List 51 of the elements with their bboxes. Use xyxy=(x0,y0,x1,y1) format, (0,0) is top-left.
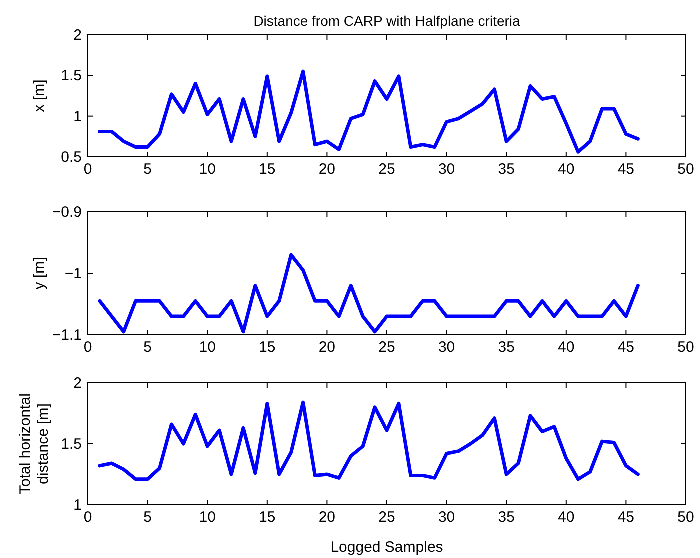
x-tick-label: 15 xyxy=(259,339,276,356)
x-tick-label: 25 xyxy=(378,161,396,178)
x-tick-label: 35 xyxy=(498,161,515,178)
x-axis-title: Logged Samples xyxy=(330,539,444,556)
y-tick-label: −1 xyxy=(64,266,82,282)
y-tick-label: 2 xyxy=(74,27,82,44)
x-tick-label: 20 xyxy=(318,161,336,178)
x-tick-label: 40 xyxy=(558,509,575,526)
x-tick-label: 40 xyxy=(558,339,575,356)
y-tick-label: 1 xyxy=(74,497,82,514)
x-tick-label: 45 xyxy=(618,161,635,178)
x-tick-label: 35 xyxy=(498,509,515,526)
x-tick-label: 50 xyxy=(678,509,694,526)
line-series xyxy=(98,400,640,482)
x-tick-label: 10 xyxy=(199,509,216,526)
y-tick-label: −0.9 xyxy=(52,204,82,221)
x-tick-label: 0 xyxy=(84,509,92,526)
x-tick-label: 30 xyxy=(438,509,456,526)
x-tick-label: 20 xyxy=(318,509,336,526)
x-tick-label: 10 xyxy=(199,161,216,178)
x-tick-label: 50 xyxy=(678,161,694,178)
x-tick-label: 35 xyxy=(498,339,515,356)
x-tick-label: 0 xyxy=(84,161,92,178)
y-axis-title: x [m] xyxy=(31,80,48,112)
x-tick-label: 0 xyxy=(84,339,92,356)
x-tick-label: 15 xyxy=(259,161,276,178)
x-tick-label: 45 xyxy=(618,339,635,356)
x-tick-label: 25 xyxy=(378,509,396,526)
line-series xyxy=(98,70,640,154)
x-tick-label: 25 xyxy=(378,339,396,356)
x-tick-label: 50 xyxy=(678,339,694,356)
x-tick-label: 40 xyxy=(558,161,575,178)
x-tick-label: 45 xyxy=(618,509,635,526)
x-tick-label: 5 xyxy=(144,161,152,178)
y-tick-label: 1 xyxy=(74,108,82,126)
y-tick-label: 1.5 xyxy=(61,436,82,453)
y-tick-label: 1.5 xyxy=(61,68,82,85)
x-tick-label: 5 xyxy=(144,509,152,526)
x-tick-label: 30 xyxy=(438,161,456,178)
x-tick-label: 5 xyxy=(144,339,152,356)
x-tick-label: 10 xyxy=(199,339,216,356)
y-axis-title: Total horizontal distance [m] xyxy=(17,394,52,494)
y-tick-label: −1.1 xyxy=(52,327,82,344)
line-series xyxy=(98,253,640,334)
y-tick-label: 2 xyxy=(74,375,82,392)
x-tick-label: 15 xyxy=(259,509,276,526)
x-tick-label: 20 xyxy=(318,339,336,356)
chart-title: Distance from CARP with Halfplane criteria xyxy=(254,13,521,29)
x-tick-label: 30 xyxy=(438,339,456,356)
y-axis-title: y [m] xyxy=(31,257,48,290)
y-tick-label: 0.5 xyxy=(61,149,82,166)
